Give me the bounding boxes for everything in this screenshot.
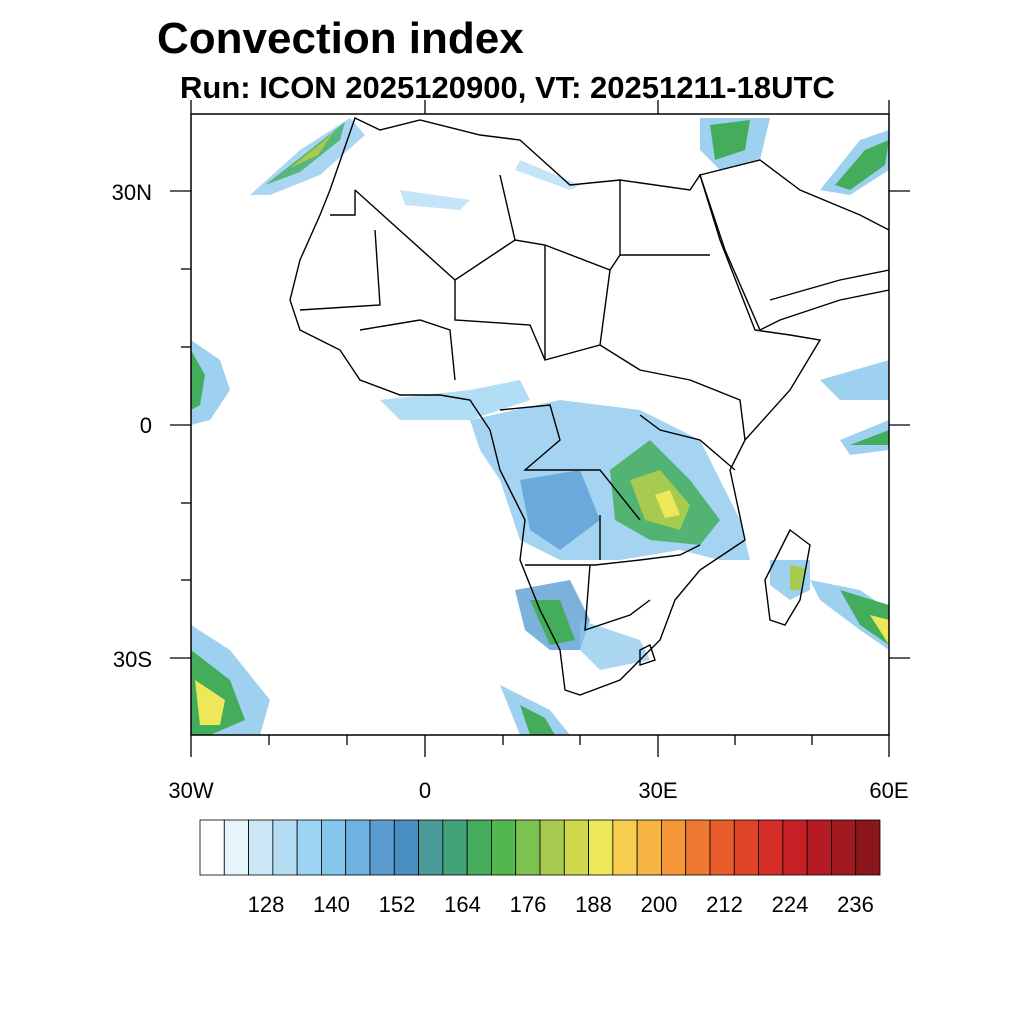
colorbar-swatch <box>199 819 225 876</box>
border-line <box>499 404 641 521</box>
field-patch <box>400 190 470 210</box>
lon-label-30w: 30W <box>168 778 213 803</box>
colorbar-swatch <box>515 819 541 876</box>
field-patch <box>470 400 750 560</box>
colorbar-swatch <box>661 819 687 876</box>
colorbar-label: 128 <box>248 892 285 917</box>
chart-subtitle: Run: ICON 2025120900, VT: 20251211-18UTC <box>180 70 835 105</box>
field-patch <box>840 590 889 645</box>
colorbar-swatch <box>442 819 468 876</box>
colorbar-label: 236 <box>837 892 874 917</box>
border-line <box>544 245 691 381</box>
field-patch <box>850 430 889 445</box>
colorbar-label: 212 <box>706 892 743 917</box>
colorbar-swatch <box>272 819 298 876</box>
border-line <box>599 269 611 346</box>
colorbar-swatch <box>393 819 419 876</box>
colorbar-swatch <box>248 819 274 876</box>
lat-label-0: 0 <box>140 413 152 438</box>
colorbar-label: 188 <box>575 892 612 917</box>
border-line <box>499 174 516 241</box>
border-line <box>769 269 889 301</box>
colorbar-label: 224 <box>772 892 809 917</box>
colorbar-label: 152 <box>379 892 416 917</box>
border-line <box>689 379 746 441</box>
lon-label-0: 0 <box>419 778 431 803</box>
colorbar-swatch <box>223 819 249 876</box>
field-patch <box>655 490 680 518</box>
lat-label-30s: 30S <box>113 647 152 672</box>
border-line <box>330 190 356 216</box>
border-line <box>454 280 546 361</box>
colorbar-swatch <box>709 819 735 876</box>
axis-ticks <box>170 100 910 757</box>
colorbar-swatch <box>733 819 759 876</box>
colorbar-swatch <box>418 819 444 876</box>
colorbar-swatch <box>782 819 808 876</box>
field-patch <box>195 680 225 725</box>
field-patch <box>520 470 600 550</box>
arabia-coastline <box>699 159 889 331</box>
colorbar-swatch <box>345 819 371 876</box>
madagascar-coastline <box>764 528 811 626</box>
colorbar-swatch <box>612 819 638 876</box>
colorbar-swatch <box>563 819 589 876</box>
field-patch <box>515 160 580 190</box>
colorbar-label: 140 <box>313 892 350 917</box>
colorbar-swatch <box>296 819 322 876</box>
colorbar-swatch <box>491 819 517 876</box>
lat-label-30n: 30N <box>112 180 152 205</box>
colorbar-swatch <box>539 819 565 876</box>
field-patch <box>835 140 889 190</box>
colorbar-swatch <box>588 819 614 876</box>
colorbar-label: 176 <box>510 892 547 917</box>
border-line <box>299 229 381 311</box>
field-patch <box>790 565 805 590</box>
colorbar-swatch <box>466 819 492 876</box>
chart-title: Convection index <box>157 14 524 63</box>
lon-label-30e: 30E <box>638 778 677 803</box>
colorbar-label: 164 <box>444 892 481 917</box>
colorbar-swatch <box>636 819 662 876</box>
colorbar-swatch <box>758 819 784 876</box>
field-patch <box>820 360 889 400</box>
field-patch <box>710 120 750 160</box>
colorbar-swatch <box>321 819 347 876</box>
border-line <box>359 319 456 381</box>
field-patch <box>870 615 889 645</box>
colorbar-swatch <box>855 819 881 876</box>
field-patch <box>191 340 230 425</box>
field-patch <box>380 380 530 420</box>
border-line <box>584 564 651 631</box>
field-patch <box>191 350 205 410</box>
field-patch <box>840 420 889 455</box>
coastlines <box>289 117 889 696</box>
border-line <box>639 414 736 471</box>
convection-field <box>191 118 889 735</box>
lon-label-60e: 60E <box>869 778 908 803</box>
colorbar-swatch <box>806 819 832 876</box>
lake-outline <box>639 644 656 666</box>
colorbar-swatch <box>831 819 857 876</box>
colorbar-swatch <box>369 819 395 876</box>
border-line <box>525 544 701 566</box>
colorbar-labels: 128 140 152 164 176 188 200 212 224 236 <box>248 892 874 917</box>
colorbar <box>199 819 881 876</box>
field-patch <box>580 620 650 670</box>
field-patch <box>500 685 570 735</box>
colorbar-swatch <box>685 819 711 876</box>
field-patch <box>520 705 555 735</box>
colorbar-label: 200 <box>641 892 678 917</box>
field-patch <box>810 580 889 650</box>
